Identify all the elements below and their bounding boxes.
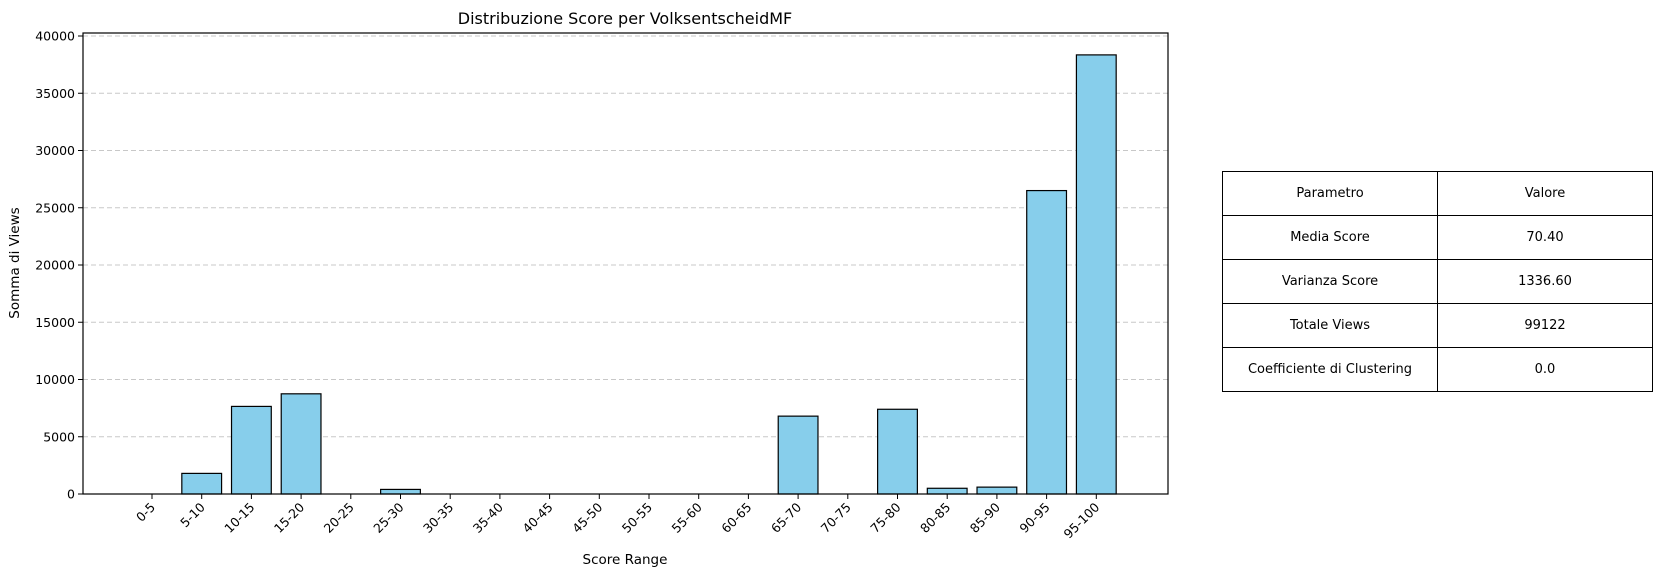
bar [280, 393, 322, 495]
table-cell-value: 70.40 [1437, 215, 1653, 260]
bar [976, 486, 1018, 495]
x-tick-label: 30-35 [420, 500, 456, 536]
bar [230, 405, 272, 495]
table-row: Coefficiente di Clustering 0.0 [1222, 347, 1653, 392]
y-axis-title: Somma di Views [7, 207, 23, 318]
x-tick-label: 95-100 [1061, 499, 1103, 541]
plot-frame [82, 32, 1169, 495]
x-tick-label: 10-15 [221, 500, 257, 536]
x-tick-label: 25-30 [370, 499, 406, 535]
x-tick-label: 40-45 [519, 500, 555, 536]
table-cell-parameter: Coefficiente di Clustering [1222, 347, 1438, 392]
x-tick-label: 15-20 [271, 499, 307, 535]
table-header-row: Parametro Valore [1222, 171, 1653, 216]
x-tick-label: 75-80 [867, 499, 903, 535]
x-axis: 0-5 5-10 10-15 15-20 20-25 25-30 30-35 35-40 40-… [133, 494, 1102, 541]
table-row: Totale Views 99122 [1222, 303, 1653, 348]
x-tick-label: 65-70 [768, 499, 804, 535]
x-tick-label: 45-50 [569, 499, 605, 535]
table-cell-parameter: Varianza Score [1222, 259, 1438, 304]
y-tick-label: 5000 [43, 429, 75, 444]
x-tick-label: 85-90 [967, 499, 1003, 535]
y-tick-label: 10000 [35, 372, 75, 387]
x-tick-label: 5-10 [177, 499, 208, 530]
y-tick-label: 0 [67, 487, 75, 502]
x-tick-label: 55-60 [669, 499, 705, 535]
bar [777, 415, 819, 495]
x-axis-title: Score Range [583, 552, 668, 568]
header-valore: Valore [1437, 171, 1653, 216]
bar [877, 408, 918, 495]
x-tick-label: 50-55 [619, 500, 655, 536]
y-tick-label: 20000 [35, 258, 75, 273]
y-tick-label: 25000 [35, 200, 75, 215]
bar-chart: Distribuzione Score per VolksentscheidMF… [7, 9, 1169, 568]
bar [181, 472, 223, 495]
table-cell-parameter: Totale Views [1222, 303, 1438, 348]
y-tick-label: 30000 [35, 143, 75, 158]
x-tick-label: 35-40 [470, 499, 506, 535]
y-tick-label: 15000 [35, 315, 75, 330]
y-tick-label: 35000 [35, 86, 75, 101]
x-tick-label: 0-5 [133, 500, 158, 525]
bar [1026, 189, 1068, 495]
x-tick-label: 60-65 [718, 500, 754, 536]
y-gridlines [83, 35, 1168, 438]
stats-table: Parametro Valore Media Score 70.40 Varia… [1222, 171, 1653, 392]
bar [380, 488, 421, 495]
bars [181, 54, 1117, 495]
table-row: Media Score 70.40 [1222, 215, 1653, 260]
bar [926, 487, 968, 495]
x-tick-label: 90-95 [1016, 500, 1052, 536]
x-tick-label: 20-25 [321, 500, 357, 536]
table-row: Varianza Score 1336.60 [1222, 259, 1653, 304]
table-cell-parameter: Media Score [1222, 215, 1438, 260]
table-cell-value: 1336.60 [1437, 259, 1653, 304]
table-cell-value: 99122 [1437, 303, 1653, 348]
x-tick-label: 80-85 [917, 500, 953, 536]
chart-title: Distribuzione Score per VolksentscheidMF [458, 9, 792, 28]
table-cell-value: 0.0 [1437, 347, 1653, 392]
y-tick-label: 40000 [35, 29, 75, 44]
y-axis: 0 5000 10000 15000 20000 25000 30000 35000 40000 [35, 29, 83, 502]
bar [1075, 54, 1117, 495]
header-parametro: Parametro [1222, 171, 1438, 216]
x-tick-label: 70-75 [818, 500, 854, 536]
